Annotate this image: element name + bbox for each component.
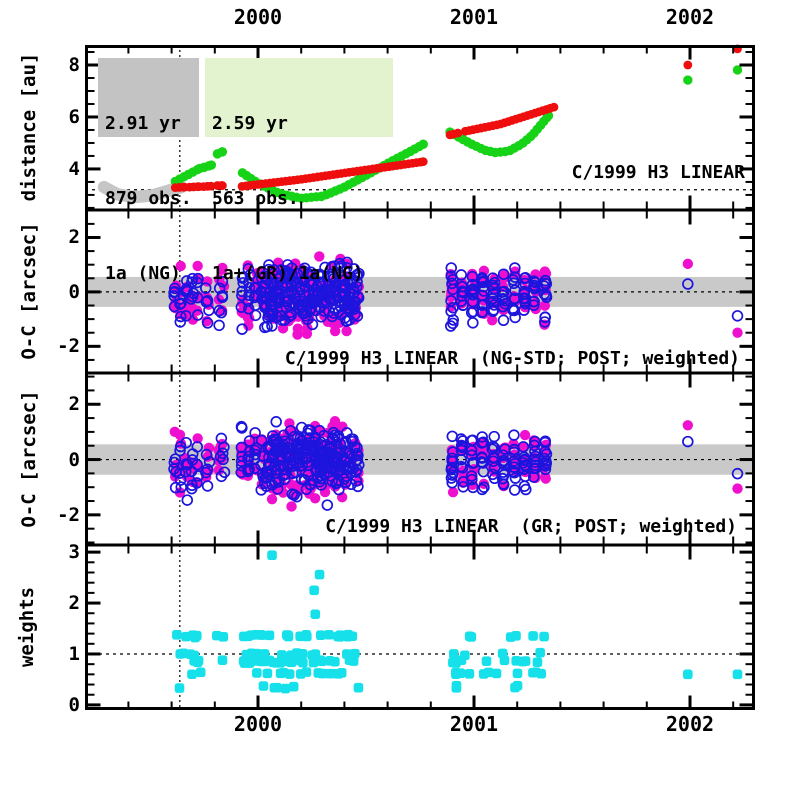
y-tick-label: 0 [68,448,80,471]
ticks-oc-gr [86,374,754,544]
panel-oc-ngstd-title: C/1999 H3 LINEAR (NG-STD; POST; weighted… [284,348,740,369]
y-tick-label: 8 [68,54,80,76]
panel-distance-title: C/1999 H3 LINEAR [571,162,745,183]
y-tick-label: -2 [57,503,80,526]
annotation-line-model: 1a (NG) [105,263,181,284]
series-weights-cyan [172,550,743,694]
annotation-line-obs-count: 879 obs. [105,188,192,209]
y-tick-label: 0 [68,693,80,716]
x-tick-label-bottom: 2002 [665,712,715,736]
ticks-weights [86,546,754,709]
y-tick-label: 1 [68,642,80,665]
annotation-line-model: 1a+(GR)/1a(NG) [212,263,364,284]
series-oc-gr-open-blue [168,416,744,511]
y-tick-label: 0 [68,280,80,303]
annotation-line-duration: 2.91 yr [105,113,181,134]
annotation-line-duration: 2.59 yr [212,113,288,134]
x-tick-label-bottom: 2000 [233,712,283,736]
annotation-box-ng-solution: 2.91 yr 879 obs. 1a (NG) [98,58,199,284]
annotation-line-obs-count: 563 obs. [212,188,299,209]
series-oc-ng-open-blue [168,256,744,335]
y-tick-label: 3 [68,541,80,564]
x-tick-label-bottom: 2001 [449,712,499,736]
x-tick-label-top: 2002 [665,5,715,29]
annotation-box-gr-solution: 2.59 yr 563 obs. 1a+(GR)/1a(NG) [205,58,393,284]
y-tick-label: 6 [68,105,80,128]
y-tick-label: -2 [57,335,80,358]
y-tick-label: 2 [68,226,80,249]
x-tick-label-top: 2000 [233,5,283,29]
x-tick-label-top: 2001 [449,5,499,29]
series-distance-red-NG [170,44,742,193]
panel-oc-gr-title: C/1999 H3 LINEAR (GR; POST; weighted) [325,516,737,537]
ticks-oc-ngstd [86,211,754,372]
ticks-distance [86,46,754,209]
y-tick-label: 2 [68,592,80,615]
y-tick-label: 2 [68,393,80,416]
y-tick-label: 4 [68,157,80,180]
